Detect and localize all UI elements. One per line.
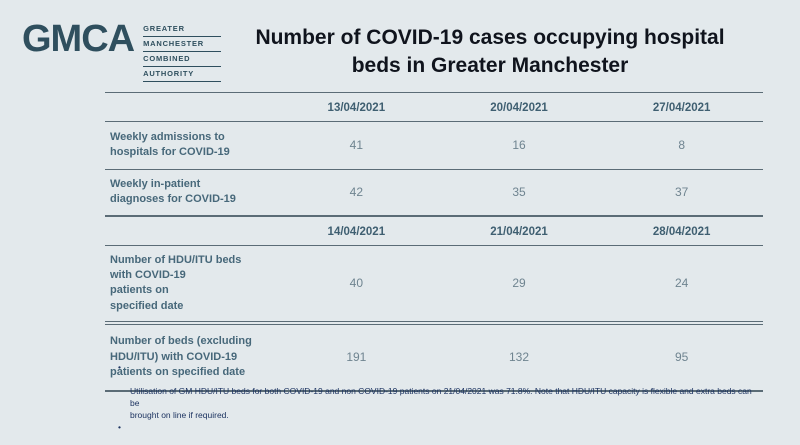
value-cell: 40	[349, 276, 363, 291]
gmca-logo-acronym: GMCA	[22, 18, 135, 60]
date-header: 28/04/2021	[652, 225, 711, 238]
value-cell: 42	[349, 185, 363, 200]
table-row-beds-excluding-hdu-itu: Number of beds (excluding HDU/ITU) with …	[105, 325, 763, 393]
value-cell: 29	[512, 276, 526, 291]
bullet-icon: •	[118, 422, 121, 433]
row-label: Weekly in-patient diagnoses for COVID-19	[110, 177, 236, 206]
table-row-weekly-admissions: Weekly admissions to hospitals for COVID…	[105, 122, 763, 170]
value-cell: 95	[674, 350, 689, 365]
gmca-logo: GMCA GREATER MANCHESTER COMBINED AUTHORI…	[22, 18, 222, 83]
footnotes-list: • Utilisation of GM HDU/ITU beds for bot…	[117, 362, 763, 445]
dates-header-row-1: 13/04/2021 20/04/2021 27/04/2021	[105, 93, 763, 122]
value-cell: 16	[512, 138, 526, 153]
covid-beds-table: 13/04/2021 20/04/2021 27/04/2021 Weekly …	[105, 92, 763, 393]
value-cell: 132	[508, 350, 529, 365]
date-header: 21/04/2021	[490, 225, 548, 238]
bullet-icon: •	[118, 362, 121, 372]
row-label: Number of HDU/ITU beds with COVID-19 pat…	[110, 253, 242, 312]
date-header: 13/04/2021	[327, 102, 386, 114]
value-cell: 24	[674, 276, 689, 291]
value-cell: 35	[512, 185, 526, 200]
footnote-text: Utilisation of GM HDU/ITU beds for both …	[130, 385, 752, 420]
logo-wordmark-line: MANCHESTER	[143, 38, 222, 52]
date-header: 27/04/2021	[652, 102, 711, 114]
dates-header-row-2: 14/04/2021 21/04/2021 28/04/2021	[105, 217, 763, 246]
table-row-hdu-itu-beds: Number of HDU/ITU beds with COVID-19 pat…	[105, 246, 763, 326]
logo-wordmark-line: AUTHORITY	[143, 68, 222, 82]
page-title: Number of COVID-19 cases occupying hospi…	[255, 26, 725, 78]
value-cell: 41	[349, 138, 363, 153]
date-header: 14/04/2021	[327, 225, 386, 238]
footnote-item: • The hospital admission figures are of …	[117, 422, 763, 445]
value-cell: 191	[346, 350, 367, 365]
logo-wordmark-line: GREATER	[143, 23, 222, 37]
value-cell: 37	[674, 185, 689, 200]
row-label: Weekly admissions to hospitals for COVID…	[110, 131, 230, 159]
row-label: Number of beds (excluding HDU/ITU) with …	[110, 335, 252, 378]
gmca-logo-wordmark: GREATER MANCHESTER COMBINED AUTHORITY	[143, 23, 222, 83]
date-header: 20/04/2021	[490, 102, 548, 114]
footnote-item: • Utilisation of GM HDU/ITU beds for bot…	[117, 362, 763, 421]
value-cell: 8	[678, 138, 685, 153]
logo-wordmark-line: COMBINED	[143, 53, 222, 67]
table-row-weekly-diagnoses: Weekly in-patient diagnoses for COVID-19…	[105, 170, 763, 217]
